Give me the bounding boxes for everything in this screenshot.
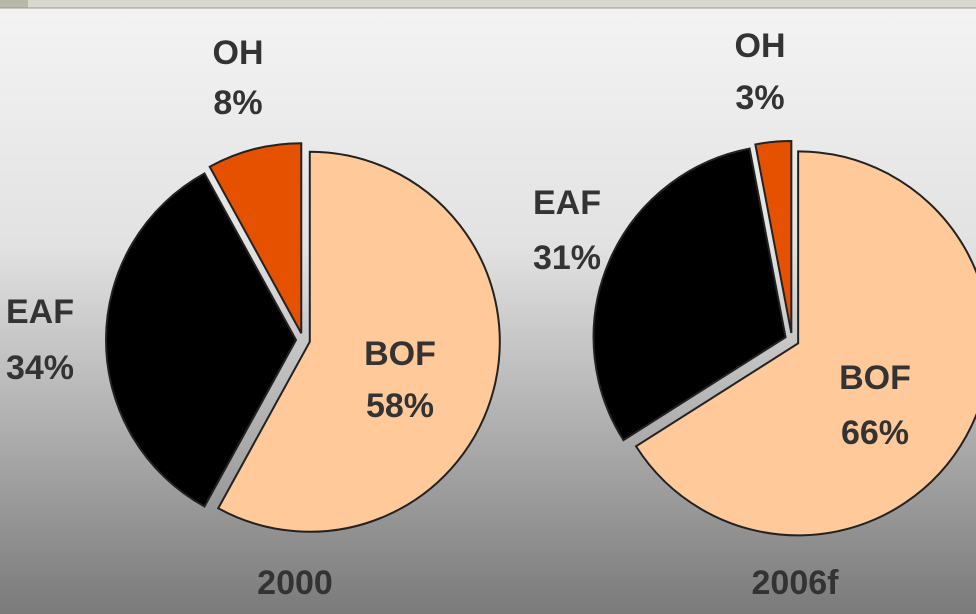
slice-category: OH (213, 34, 264, 72)
top-corner (0, 0, 28, 8)
pie-slice (754, 140, 793, 334)
top-strip (0, 0, 976, 8)
slice-category: EAF (533, 184, 601, 222)
slice-category: BOF (839, 359, 911, 397)
pie-slice (634, 150, 976, 537)
chart-title: 2000 (257, 564, 333, 602)
pie-slice (216, 150, 501, 533)
pie-slice (105, 172, 298, 508)
slice-category: EAF (6, 293, 74, 331)
slice-value-label: 58% (366, 387, 434, 425)
slice-value-label: 8% (213, 84, 262, 122)
slice-value-label: 34% (6, 349, 74, 387)
slice-category: OH (735, 27, 786, 65)
slice-value-label: 66% (841, 414, 909, 452)
slice-value-label: 31% (533, 239, 601, 277)
pie-slice (592, 147, 787, 442)
slice-category: BOF (364, 335, 436, 373)
pie-slice (208, 142, 303, 334)
slice-value-label: 3% (735, 79, 784, 117)
chart-title: 2006f (752, 564, 840, 602)
